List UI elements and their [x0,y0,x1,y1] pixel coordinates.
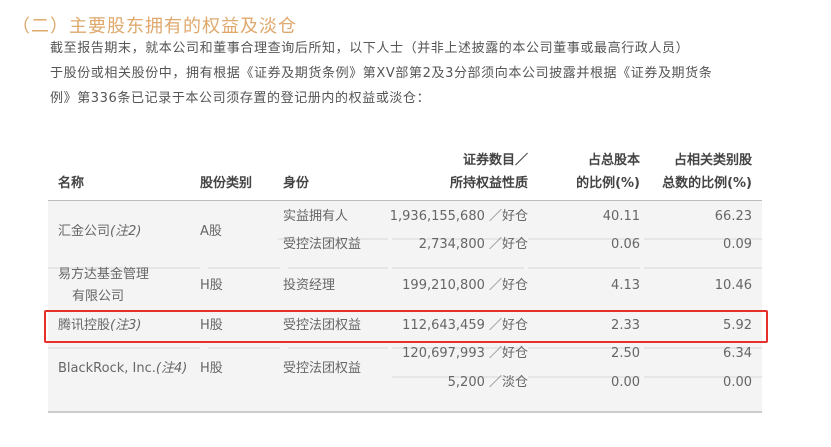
section-title: （二）主要股东拥有的权益及淡仓 [12,16,297,37]
identity: 受控法团权益 [283,361,362,376]
share-count: 2,734,800 ／好仓 [418,237,528,252]
paragraph-line: 于股份或相关股份中，拥有根据《证券及期货条例》第XV部第2及3分部须向本公司披露… [50,66,713,81]
share-count: 199,210,800 ／好仓 [402,278,528,293]
share-type: A股 [200,224,222,239]
header-pct-total: 占总股本 [587,153,640,168]
identity: 投资经理 [283,278,336,293]
holder-name-line2: 有限公司 [72,289,125,304]
header-pct-class: 总数的比例(%) [662,176,752,191]
header-identity: 身份 [283,176,310,191]
pct-class: 66.23 [714,209,752,224]
identity: 受控法团权益 [283,237,362,252]
header-pct-total: 的比例(%) [576,176,640,191]
pct-total: 2.33 [611,318,640,333]
header-count: 证券数目／ [462,153,528,168]
holder-name: 腾讯控股(注3) [58,318,142,333]
holder-name: 汇金公司(注2) [58,224,142,239]
pct-class: 5.92 [723,318,752,333]
share-count: 120,697,993 ／好仓 [402,346,528,361]
highlight-box [44,310,768,343]
header-count: 所持权益性质 [449,176,528,191]
share-count: 5,200 ／淡仓 [447,375,528,390]
pct-total: 4.13 [611,278,640,293]
header-pct-class: 占相关类别股 [673,153,752,168]
pct-total: 0.06 [611,237,640,252]
pct-total: 0.00 [611,375,640,390]
share-type: H股 [200,361,223,376]
pct-total: 2.50 [611,346,640,361]
header-name: 名称 [58,176,85,191]
header-type: 股份类别 [200,176,253,191]
pct-class: 0.09 [723,237,752,252]
pct-total: 40.11 [602,209,640,224]
pct-class: 10.46 [714,278,752,293]
share-type: H股 [200,278,223,293]
pct-class: 6.34 [723,346,752,361]
holder-name: BlackRock, Inc.(注4) [58,361,188,376]
share-count: 112,643,459 ／好仓 [402,318,528,333]
identity: 实益拥有人 [283,209,349,224]
pct-class: 0.00 [723,375,752,390]
identity: 受控法团权益 [283,318,362,333]
holder-name: 易方达基金管理 [58,267,150,282]
table-body [48,200,762,413]
paragraph-line: 例》第336条已记录于本公司须存置的登记册内的权益或淡仓： [50,91,431,106]
share-count: 1,936,155,680 ／好仓 [389,209,528,224]
paragraph-line: 截至报告期末，就本公司和董事合理查询后所知，以下人士（并非上述披露的本公司董事或… [50,41,690,56]
share-type: H股 [200,318,223,333]
